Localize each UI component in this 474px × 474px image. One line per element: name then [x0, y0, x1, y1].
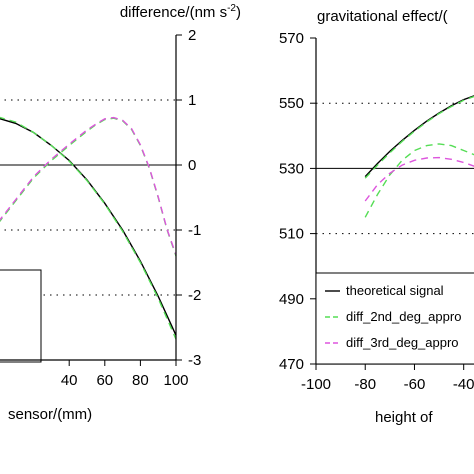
left-y2-axis-title-sup: -2: [227, 3, 236, 14]
right-chart-title: gravitational effect/(: [317, 8, 448, 25]
right-y-tick-label: 550: [279, 95, 304, 112]
left-x-tick-label: 60: [96, 372, 113, 389]
left-gridlines: [0, 99, 176, 296]
left-y2-tick-label: 1: [188, 92, 196, 109]
left-axes: 2 1 0 -1 -2 -3 40 60 80 100: [0, 27, 201, 389]
left-chart: difference/(nm s-2) 210-1-2-340 60 80 100 s…: [0, 3, 241, 423]
legend-label: diff_2nd_deg_appro: [346, 309, 461, 324]
right-series-line-2: [364, 95, 474, 179]
right-series-group: [364, 95, 474, 218]
right-y-tick-label: 530: [279, 160, 304, 177]
left-series-group: [0, 116, 177, 340]
right-x-tick-label: -80: [354, 376, 376, 393]
right-x-tick-label: -60: [404, 376, 426, 393]
right-gridlines: [316, 102, 474, 235]
right-series-line-4: [364, 156, 474, 202]
right-series-line-1: [364, 95, 474, 178]
left-x-tick-label: 80: [132, 372, 149, 389]
left-y2-tick-label: -3: [188, 352, 201, 369]
right-series-line-3: [364, 143, 474, 218]
right-legend: theoretical signal diff_2nd_deg_approdiff…: [315, 272, 474, 365]
left-y2-tick-label: -1: [188, 222, 201, 239]
legend-label: diff_3rd_deg_appro: [346, 335, 459, 350]
right-y-tick-label: 510: [279, 226, 304, 243]
right-y-tick-label: 570: [279, 30, 304, 47]
left-series-line-4: [0, 116, 177, 255]
right-x-tick-label: -40: [453, 376, 474, 393]
right-legend-box: [315, 272, 474, 365]
legend-label: theoretical signal: [346, 283, 444, 298]
left-x-axis-title: sensor/(mm): [8, 406, 92, 423]
right-chart: gravitational effect/( 570 550 530 510 490 47…: [279, 8, 474, 426]
right-y-tick-label: 490: [279, 291, 304, 308]
right-y-tick-label: 470: [279, 356, 304, 373]
left-y2-tick-label: 2: [188, 27, 196, 44]
left-y2-axis-title: difference/(nm s-2): [120, 3, 241, 21]
right-x-axis-title: height of: [375, 409, 433, 426]
left-y2-tick-label: -2: [188, 287, 201, 304]
left-y2-axis-title-end: ): [236, 4, 241, 21]
left-series-line-3: [0, 117, 177, 257]
left-y2-axis-title-main: difference/(nm s: [120, 4, 227, 21]
left-y2-tick-label: 0: [188, 157, 196, 174]
left-legend-box: [0, 269, 42, 363]
left-series-line-2: [0, 116, 177, 340]
left-x-tick-label: 40: [61, 372, 78, 389]
right-x-tick-label: -100: [301, 376, 331, 393]
left-x-tick-label: 100: [163, 372, 188, 389]
